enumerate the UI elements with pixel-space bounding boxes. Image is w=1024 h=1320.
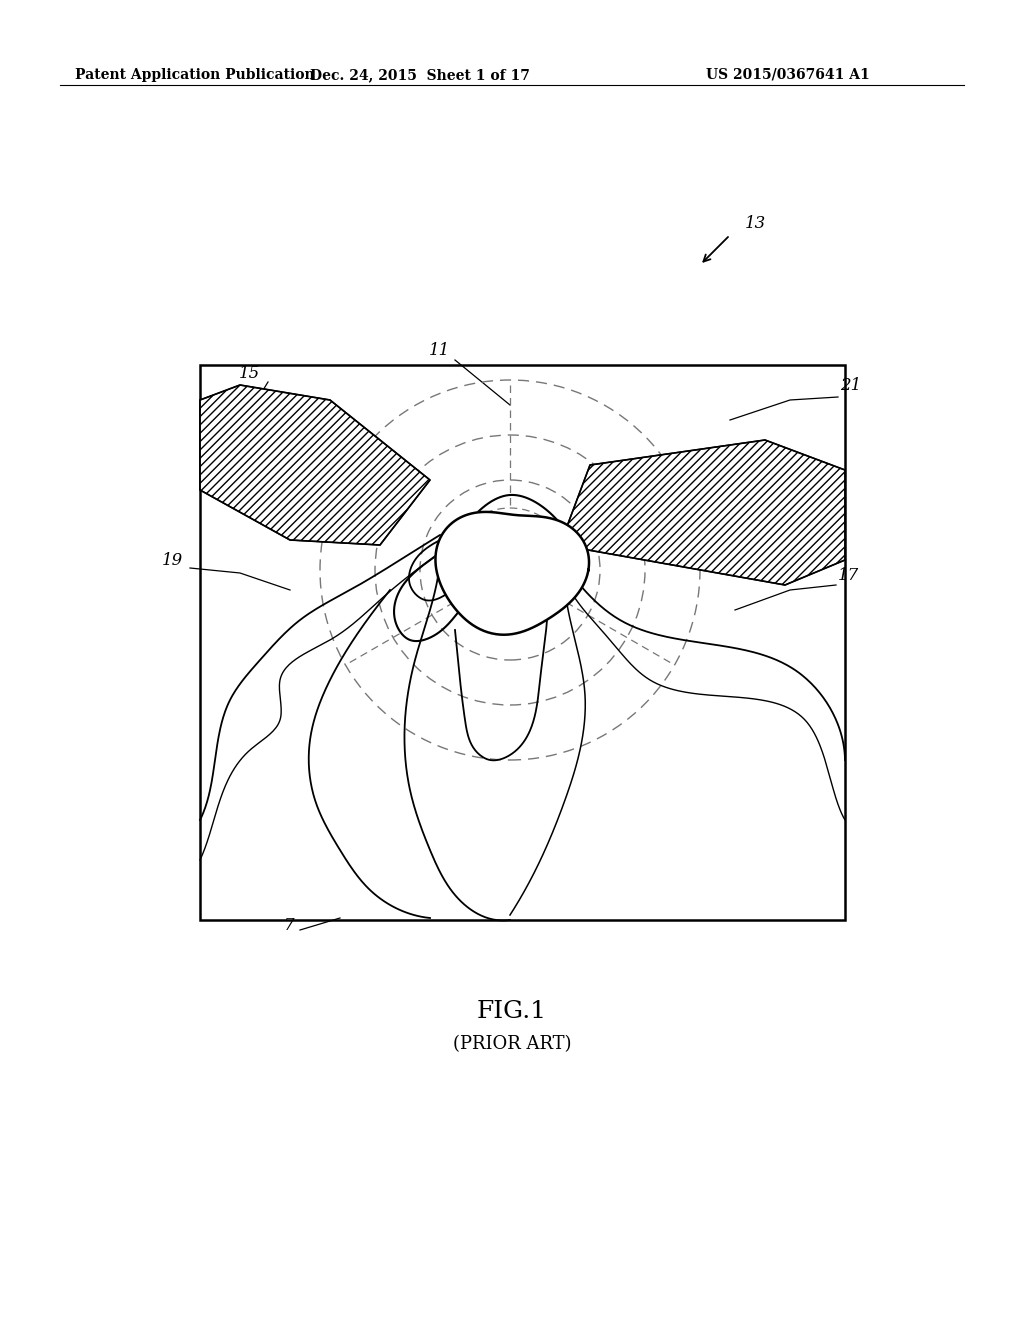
- Text: 11: 11: [429, 342, 450, 359]
- Text: 7: 7: [285, 917, 295, 935]
- Text: (PRIOR ART): (PRIOR ART): [453, 1035, 571, 1053]
- Polygon shape: [200, 385, 430, 545]
- Text: Patent Application Publication: Patent Application Publication: [75, 69, 314, 82]
- Polygon shape: [435, 512, 589, 635]
- Text: 15: 15: [239, 366, 260, 381]
- Bar: [200, 366, 845, 920]
- Text: FIG.1: FIG.1: [477, 1001, 547, 1023]
- Polygon shape: [560, 440, 845, 585]
- Text: 19: 19: [162, 552, 183, 569]
- Text: 13: 13: [745, 215, 766, 232]
- Text: US 2015/0367641 A1: US 2015/0367641 A1: [707, 69, 870, 82]
- Text: Dec. 24, 2015  Sheet 1 of 17: Dec. 24, 2015 Sheet 1 of 17: [310, 69, 530, 82]
- Text: 17: 17: [838, 568, 859, 583]
- Text: 21: 21: [840, 378, 861, 393]
